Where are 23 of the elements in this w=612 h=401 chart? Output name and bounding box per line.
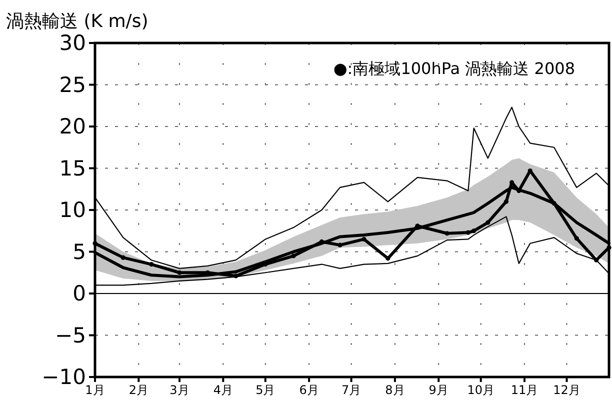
x-tick-label: 4月 (213, 383, 233, 397)
y-tick-label: 20 (59, 114, 86, 138)
x-tick-label: 7月 (341, 383, 362, 397)
x-tick-label: 1月 (85, 383, 105, 397)
x-tick-label: 6月 (299, 383, 319, 397)
y-tick-label: 25 (59, 72, 86, 97)
y-tick-label: 0 (72, 282, 86, 306)
y-tick-label: 10 (59, 198, 86, 222)
y-tick-label: 30 (59, 31, 86, 55)
y-tick-label: −5 (55, 323, 86, 348)
y-axis-title: 渦熱輸送 (K m/s) (6, 11, 148, 32)
annotation: ●:南極域100hPa 渦熱輸送 2008 (333, 59, 575, 78)
x-tick-label: 2月 (128, 383, 148, 397)
y-tick-label: 5 (72, 240, 86, 264)
x-tick-label: 3月 (170, 383, 190, 397)
x-tick-label: 8月 (385, 383, 405, 397)
x-tick-label: 9月 (428, 383, 448, 397)
x-tick-label: 12月 (553, 383, 580, 397)
y-tick-label: 15 (59, 156, 86, 180)
x-tick-label: 5月 (256, 383, 276, 397)
x-tick-label: 11月 (510, 383, 538, 397)
y-tick-label: −10 (42, 365, 86, 389)
x-tick-label: 10月 (467, 383, 494, 397)
